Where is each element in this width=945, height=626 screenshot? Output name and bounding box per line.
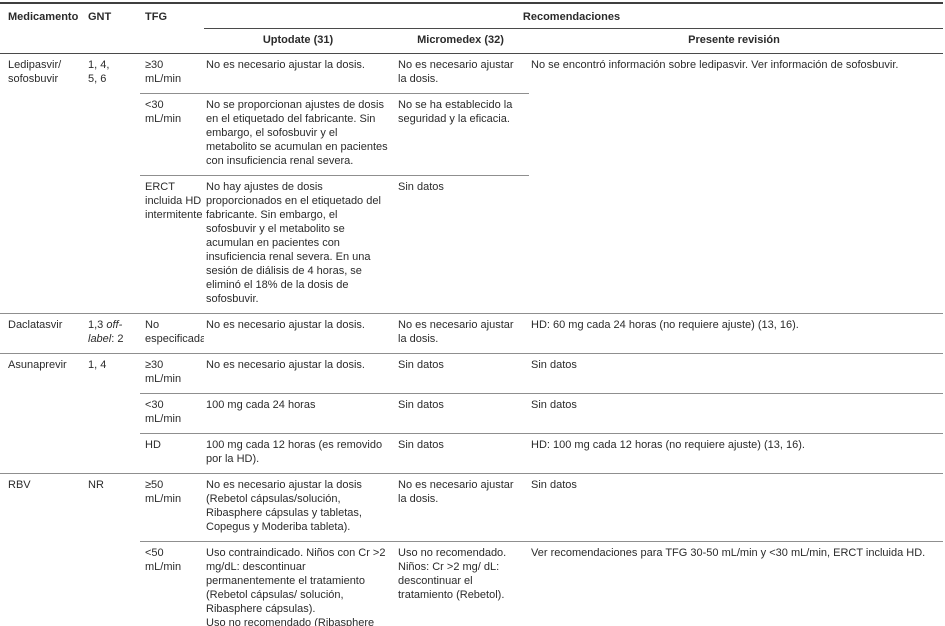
cell-presente-revision: Sin datos [529,353,944,394]
cell-medicamento: Daclatasvir [0,313,85,354]
cell-uptodate: No es necesario ajustar la dosis. [204,353,396,394]
cell-uptodate: No es necesario ajustar la dosis. [204,313,396,354]
header-row-sub: Uptodate (31) Micromedex (32) Presente r… [0,28,944,54]
table-row: HD 100 mg cada 12 horas (es removido por … [0,433,944,474]
table-row: <30 mL/min 100 mg cada 24 horas Sin datos S… [0,393,944,434]
table-row: Ledipasvir/ sofosbuvir 1, 4, 5, 6 ≥30 mL/m… [0,54,943,94]
cell-gnt: 1, 4 [85,353,140,474]
cell-micromedex: Sin datos [396,175,529,314]
cell-micromedex: No se ha establecido la seguridad y la e… [396,93,529,176]
column-header-recomendaciones: Recomendaciones [204,3,944,29]
cell-tfg: ≥30 mL/min [140,353,204,394]
table-header: Medicamento GNT TFG Recomendaciones Upto… [0,3,944,54]
cell-uptodate: 100 mg cada 24 horas [204,393,396,434]
cell-uptodate: No es necesario ajustar la dosis. [206,59,365,71]
cell-micromedex: Sin datos [396,393,529,434]
table-row: RBV NR ≥50 mL/min No es necesario ajustar l… [0,473,944,626]
cell-tfg: HD [140,433,204,474]
cell-medicamento: Ledipasvir/ sofosbuvir [8,59,62,85]
cell-uptodate: No se proporcionan ajustes de dosis en e… [204,93,396,176]
cell-micromedex: Sin datos [396,433,529,474]
cell-gnt: 1, 4, 5, 6 [88,59,110,85]
table-row: <50 mL/min Uso contraindicado. Niños con … [0,541,944,626]
table-row: ERCT incluida HD intermitente No hay ajus… [0,175,943,314]
table-row: Asunaprevir 1, 4 ≥30 mL/min No es necesario… [0,353,944,474]
column-header-uptodate: Uptodate (31) [204,28,396,54]
cell-presente-revision: Sin datos [529,473,944,542]
cell-gnt: NR [85,473,140,626]
cell-micromedex: No es necesario ajustar la dosis. [396,473,529,542]
cell-tfg: ≥30 mL/min [145,59,182,85]
cell-tfg: <30 mL/min [140,393,204,434]
cell-medicamento: RBV [0,473,85,626]
table-row: <30 mL/min No se proporcionan ajustes de … [0,93,943,176]
column-header-gnt: GNT [85,3,140,54]
table-body: Ledipasvir/ sofosbuvir 1, 4, 5, 6 ≥30 mL/m… [0,54,944,626]
cell-micromedex: No es necesario ajustar la dosis. [398,59,514,85]
cell-micromedex: Uso no recomendado. Niños: Cr >2 mg/ dL:… [396,541,529,626]
cell-presente-revision: Sin datos [529,393,944,434]
column-header-micromedex: Micromedex (32) [396,28,529,54]
cell-uptodate: No hay ajustes de dosis proporcionados e… [204,175,396,314]
cell-tfg: ERCT incluida HD intermitente [140,175,204,314]
cell-presente-revision: No se encontró información sobre ledipas… [531,59,899,71]
cell-tfg: No especificada [140,313,204,354]
cell-presente-revision: Ver recomendaciones para TFG 30-50 mL/mi… [529,541,944,626]
cell-micromedex: Sin datos [396,353,529,394]
cell-uptodate: 100 mg cada 12 horas (es removido por la… [204,433,396,474]
cell-tfg: ≥50 mL/min [140,473,204,542]
header-row-main: Medicamento GNT TFG Recomendaciones [0,3,944,54]
cell-medicamento: Asunaprevir [0,353,85,474]
cell-tfg: <30 mL/min [140,93,204,176]
column-header-medicamento: Medicamento [0,3,85,54]
cell-uptodate: Uso contraindicado. Niños con Cr >2 mg/d… [204,541,396,626]
cell-micromedex: No es necesario ajustar la dosis. [396,313,529,354]
cell-tfg: <50 mL/min [140,541,204,626]
cell-uptodate: No es necesario ajustar la dosis (Rebeto… [204,473,396,542]
column-header-tfg: TFG [140,3,204,54]
table-row: Daclatasvir 1,3 off- label: 2 No especific… [0,313,944,354]
cell-gnt: 1,3 off- label: 2 [85,313,140,354]
cell-presente-revision: HD: 60 mg cada 24 horas (no requiere aju… [529,313,944,354]
cell-presente-revision: HD: 100 mg cada 12 horas (no requiere aj… [529,433,944,474]
column-header-presente-revision: Presente revisión [529,28,944,54]
